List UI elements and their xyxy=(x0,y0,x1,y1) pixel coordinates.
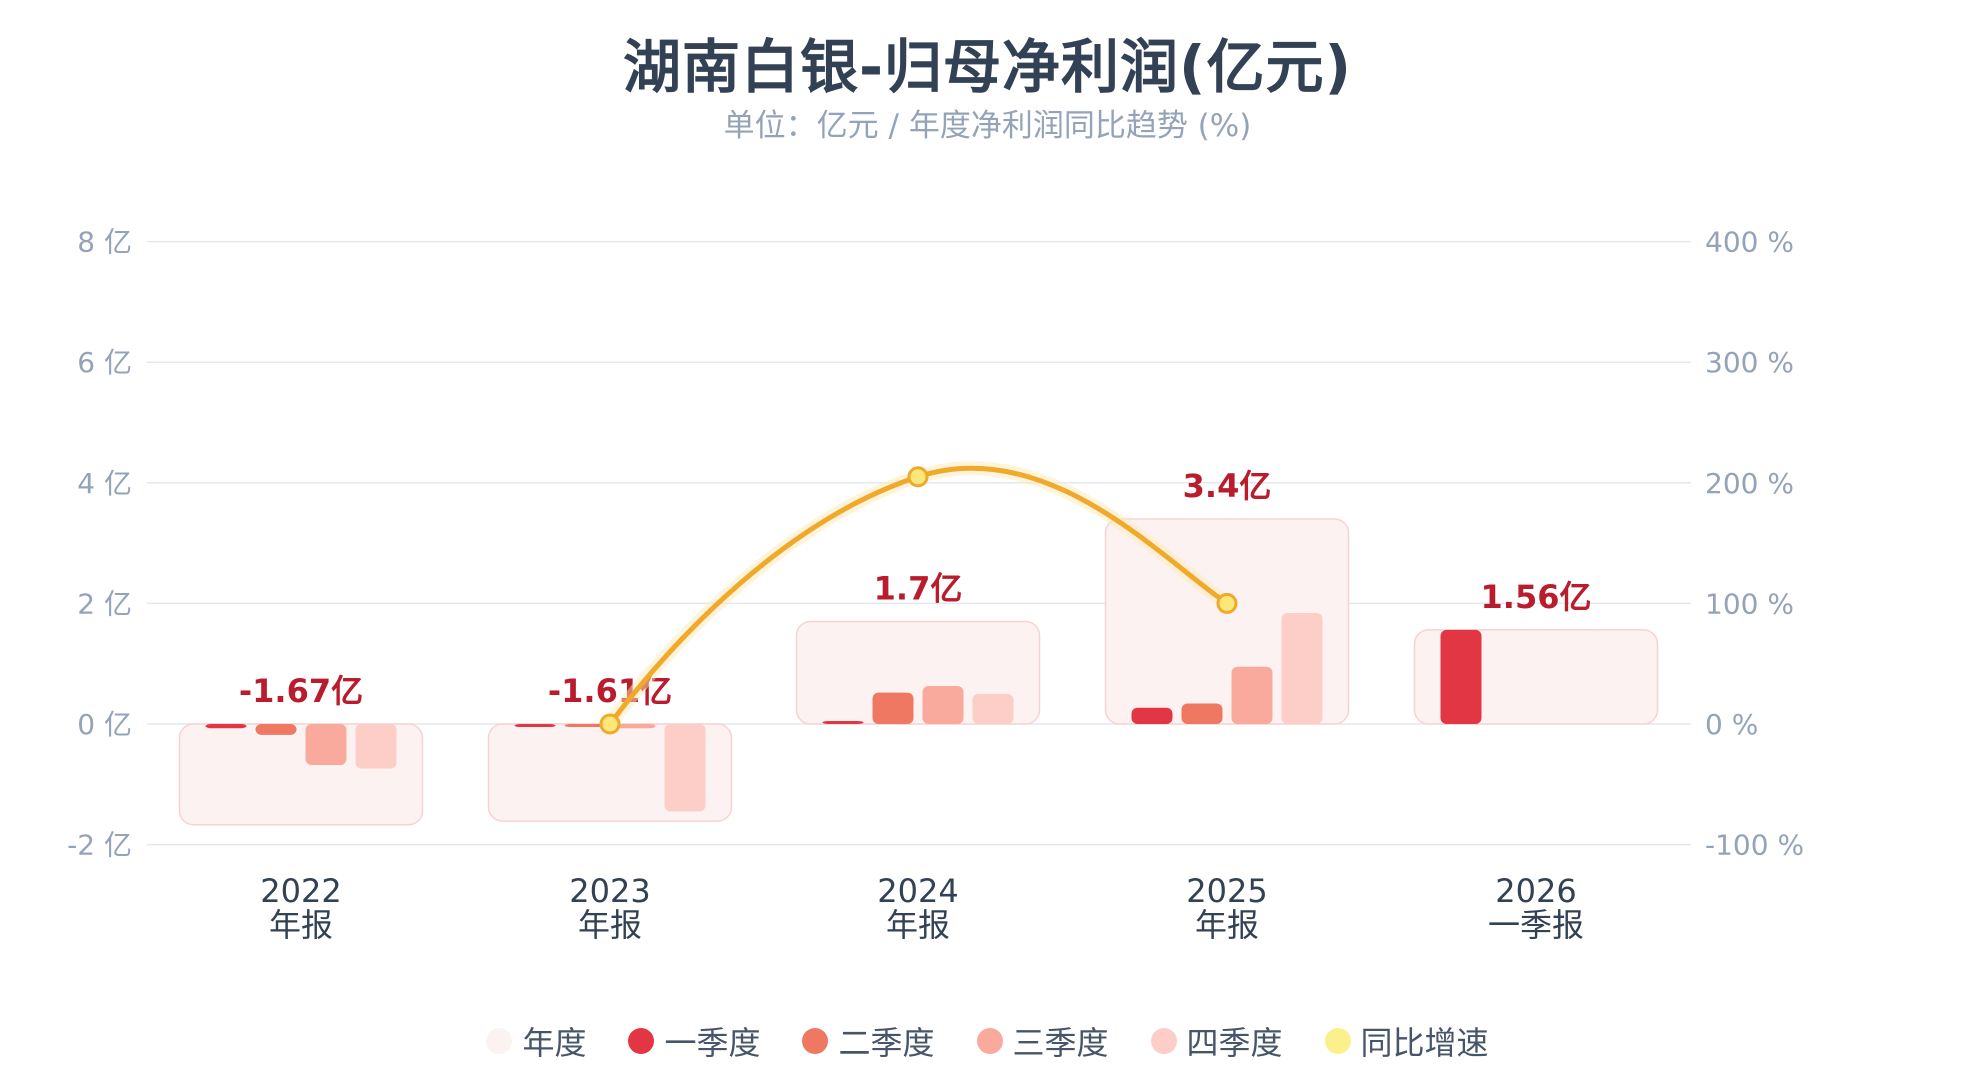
y-left-tick-label: 0 亿 xyxy=(77,708,132,741)
annual-value-label: 3.4亿 xyxy=(1183,467,1272,505)
legend-item[interactable]: 二季度 xyxy=(802,1018,935,1064)
yoy-marker xyxy=(1216,592,1238,614)
quarter-bar-q2 xyxy=(564,724,606,727)
legend: 年度 一季度 二季度 三季度 四季度 同比增速 xyxy=(0,1018,1975,1064)
legend-label: 三季度 xyxy=(1012,1024,1109,1062)
annual-value-label: -1.67亿 xyxy=(239,672,363,710)
y-left-tick-label: -2 亿 xyxy=(67,829,132,862)
legend-item[interactable]: 一季度 xyxy=(628,1018,760,1064)
legend-label: 一季度 xyxy=(664,1024,761,1062)
x-category-period: 年报 xyxy=(1195,906,1259,944)
x-category-year: 2023 xyxy=(569,872,650,910)
quarter-bar-q2 xyxy=(1181,703,1223,724)
y-right-tick-label: 400 % xyxy=(1705,226,1794,259)
yoy-marker xyxy=(907,466,929,488)
x-category-period: 一季报 xyxy=(1488,906,1584,944)
quarter-bar-q4 xyxy=(664,724,706,812)
quarter-bar-q3 xyxy=(1231,666,1273,724)
yoy-marker xyxy=(599,713,621,735)
legend-item[interactable]: 同比增速 xyxy=(1324,1018,1489,1064)
legend-label: 四季度 xyxy=(1186,1024,1283,1062)
x-category-year: 2022 xyxy=(260,872,341,910)
quarter-bar-q4 xyxy=(355,724,397,769)
quarter-bar-q1 xyxy=(1131,707,1173,724)
legend-swatch-icon xyxy=(1150,1028,1177,1054)
chart-subtitle: 单位：亿元 / 年度净利润同比趋势 (%) xyxy=(723,108,1252,144)
legend-item[interactable]: 三季度 xyxy=(976,1018,1109,1064)
quarter-bar-q1 xyxy=(1440,629,1482,724)
quarter-bar-q4 xyxy=(972,693,1014,724)
x-category-year: 2024 xyxy=(877,872,958,910)
legend-swatch-icon xyxy=(1324,1028,1351,1054)
quarter-bar-q3 xyxy=(614,724,656,729)
quarter-bar-q1 xyxy=(514,724,556,728)
quarter-bar-q2 xyxy=(872,692,914,724)
y-right-tick-label: 0 % xyxy=(1705,708,1758,741)
annual-value-label: 1.7亿 xyxy=(874,569,963,607)
quarter-bar-q3 xyxy=(922,686,964,724)
y-right-tick-label: 200 % xyxy=(1705,467,1794,500)
y-left-tick-label: 2 亿 xyxy=(77,587,132,620)
quarter-bar-q3 xyxy=(305,724,347,766)
legend-swatch-icon xyxy=(802,1028,829,1054)
y-right-tick-label: 100 % xyxy=(1705,587,1794,620)
legend-label: 二季度 xyxy=(838,1024,935,1062)
x-category-year: 2025 xyxy=(1186,872,1267,910)
x-category-period: 年报 xyxy=(578,906,642,944)
annual-value-label: 1.56亿 xyxy=(1481,578,1592,616)
x-category-year: 2026 xyxy=(1495,872,1576,910)
x-category-period: 年报 xyxy=(269,906,333,944)
legend-swatch-icon xyxy=(976,1028,1003,1054)
quarter-bar-q1 xyxy=(205,724,247,729)
legend-swatch-icon xyxy=(486,1028,513,1054)
chart-title: 湖南白银-归母净利润(亿元) xyxy=(622,33,1353,101)
quarter-bar-q2 xyxy=(255,724,297,735)
legend-label: 年度 xyxy=(522,1024,587,1062)
y-left-tick-label: 4 亿 xyxy=(77,467,132,500)
y-left-tick-label: 6 亿 xyxy=(77,346,132,379)
quarter-bar-q1 xyxy=(822,720,864,724)
y-left-tick-label: 8 亿 xyxy=(77,226,132,259)
quarter-bar-q4 xyxy=(1281,613,1323,724)
x-category-period: 年报 xyxy=(886,906,950,944)
legend-label: 同比增速 xyxy=(1360,1024,1489,1062)
y-right-tick-label: -100 % xyxy=(1705,829,1804,862)
legend-item[interactable]: 年度 xyxy=(486,1018,586,1064)
legend-swatch-icon xyxy=(628,1028,655,1054)
y-right-tick-label: 300 % xyxy=(1705,346,1794,379)
legend-item[interactable]: 四季度 xyxy=(1150,1018,1283,1064)
